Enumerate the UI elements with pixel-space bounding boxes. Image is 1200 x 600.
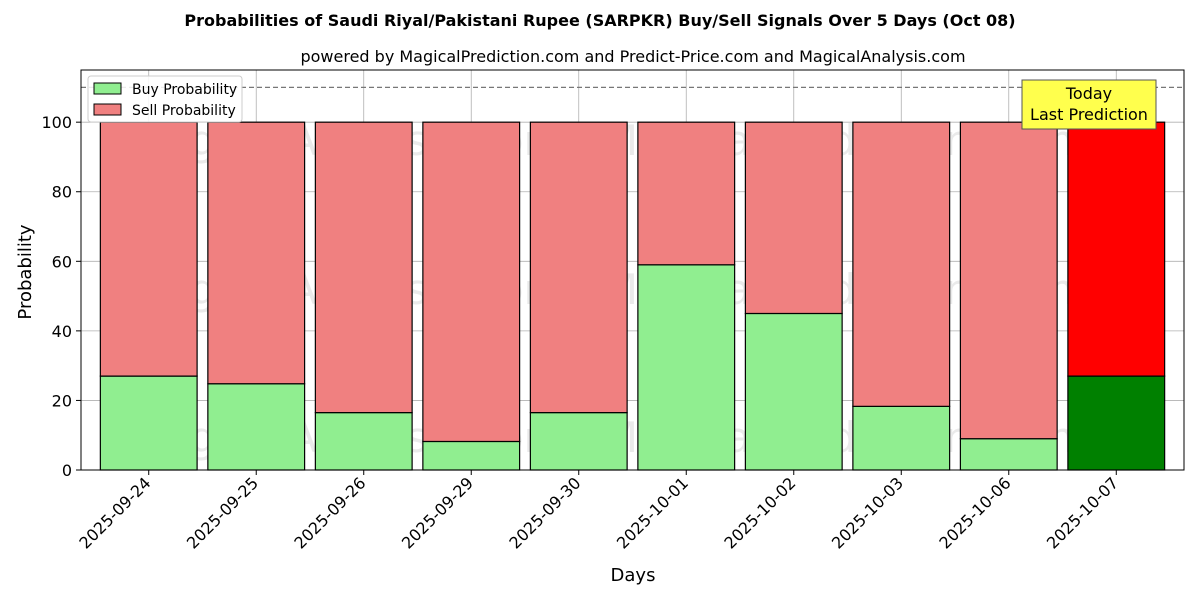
bar-buy	[959, 438, 1058, 471]
chart-title: Probabilities of Saudi Riyal/Pakistani R…	[184, 11, 1015, 30]
bar-sell	[1067, 121, 1166, 377]
bar-sell	[852, 121, 951, 407]
bar-sell	[99, 121, 198, 377]
bar-sell	[959, 121, 1058, 440]
bar-buy	[422, 440, 521, 471]
legend-label-sell: Sell Probability	[132, 103, 236, 119]
bar-sell	[314, 121, 413, 414]
bar-sell	[207, 121, 306, 385]
y-tick-label: 40	[52, 322, 72, 341]
today-annotation: Today Last Prediction	[1021, 79, 1157, 130]
bar-buy	[99, 375, 198, 471]
legend-label-buy: Buy Probability	[132, 82, 237, 98]
plot-frame	[80, 69, 1185, 471]
bar-buy	[637, 264, 736, 471]
y-tick-label: 60	[52, 252, 72, 271]
annotation-line-2: Last Prediction	[1030, 105, 1148, 124]
y-tick-label: 100	[41, 113, 72, 132]
bar-buy	[744, 312, 843, 471]
legend-swatch-buy	[93, 82, 122, 95]
x-axis-label: Days	[611, 565, 656, 586]
bar-sell	[744, 121, 843, 315]
legend-box	[87, 75, 243, 123]
annotation-line-1: Today	[1065, 84, 1112, 103]
annotation-box	[1021, 79, 1157, 130]
y-tick-label: 20	[52, 391, 72, 410]
bar-buy	[1067, 375, 1166, 471]
y-tick-label: 0	[62, 461, 72, 480]
bars	[99, 121, 1166, 471]
bar-sell	[422, 121, 521, 443]
y-tick-label: 80	[52, 183, 72, 202]
bar-buy	[207, 383, 306, 471]
y-axis-label: Probability	[15, 224, 36, 319]
legend-swatch-sell	[93, 103, 122, 116]
bar-buy	[314, 412, 413, 471]
bar-sell	[529, 121, 628, 414]
bar-buy	[852, 405, 951, 471]
chart-subtitle: powered by MagicalPrediction.com and Pre…	[300, 47, 965, 66]
bar-sell	[637, 121, 736, 266]
legend: Buy Probability Sell Probability	[87, 75, 243, 123]
bar-buy	[529, 412, 628, 471]
